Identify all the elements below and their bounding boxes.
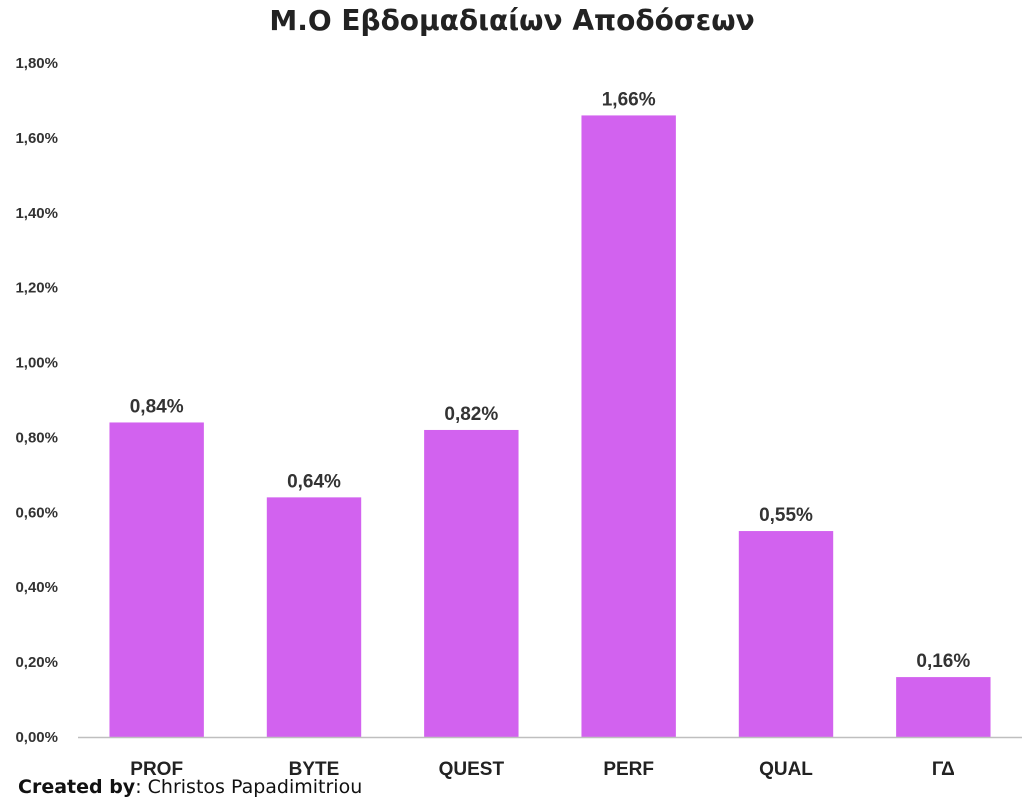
bar-perf (581, 115, 676, 737)
bar-quest (424, 429, 519, 737)
x-tick-label: BYTE (289, 759, 340, 780)
bar-γδ (896, 677, 991, 737)
y-tick-label: 0,20% (15, 654, 58, 671)
x-tick-label: ΓΔ (932, 759, 955, 780)
y-tick-label: 1,80% (15, 55, 58, 72)
data-label: 0,16% (916, 651, 970, 672)
x-tick-label: QUEST (439, 759, 505, 780)
data-label: 0,55% (759, 505, 813, 526)
data-labels: 0,84% 0,64% 0,82% 1,66% 0,55% 0,16% (130, 89, 971, 672)
y-tick-label: 1,20% (15, 280, 58, 297)
x-axis-ticks: PROF BYTE QUEST PERF QUAL ΓΔ (130, 759, 955, 780)
bar-prof (109, 422, 204, 737)
credit-label: Created by (18, 776, 136, 798)
data-label: 0,84% (130, 396, 184, 417)
y-tick-label: 1,60% (15, 130, 58, 147)
credit-separator: : (135, 776, 148, 798)
data-label: 0,82% (444, 404, 498, 425)
x-tick-label: QUAL (759, 759, 813, 780)
y-tick-label: 1,00% (15, 355, 58, 372)
data-label: 1,66% (602, 89, 656, 110)
bars (109, 115, 991, 737)
y-tick-label: 0,40% (15, 579, 58, 596)
x-tick-label: PERF (603, 759, 654, 780)
credit-name: Christos Papadimitriou (147, 776, 363, 798)
y-tick-label: 1,40% (15, 205, 58, 222)
credit-line: Created by: Christos Papadimitriou (18, 776, 362, 798)
chart-title: M.O Εβδομαδιαίων Αποδόσεων (269, 4, 755, 37)
y-tick-label: 0,80% (15, 429, 58, 446)
y-axis-ticks: 0,00% 0,20% 0,40% 0,60% 0,80% 1,00% 1,20% 1,40%… (15, 55, 58, 746)
y-tick-label: 0,60% (15, 504, 58, 521)
bar-qual (738, 531, 834, 737)
bar-byte (266, 497, 362, 737)
y-tick-label: 0,00% (15, 729, 58, 746)
data-label: 0,64% (287, 471, 341, 492)
x-tick-label: PROF (130, 759, 183, 780)
